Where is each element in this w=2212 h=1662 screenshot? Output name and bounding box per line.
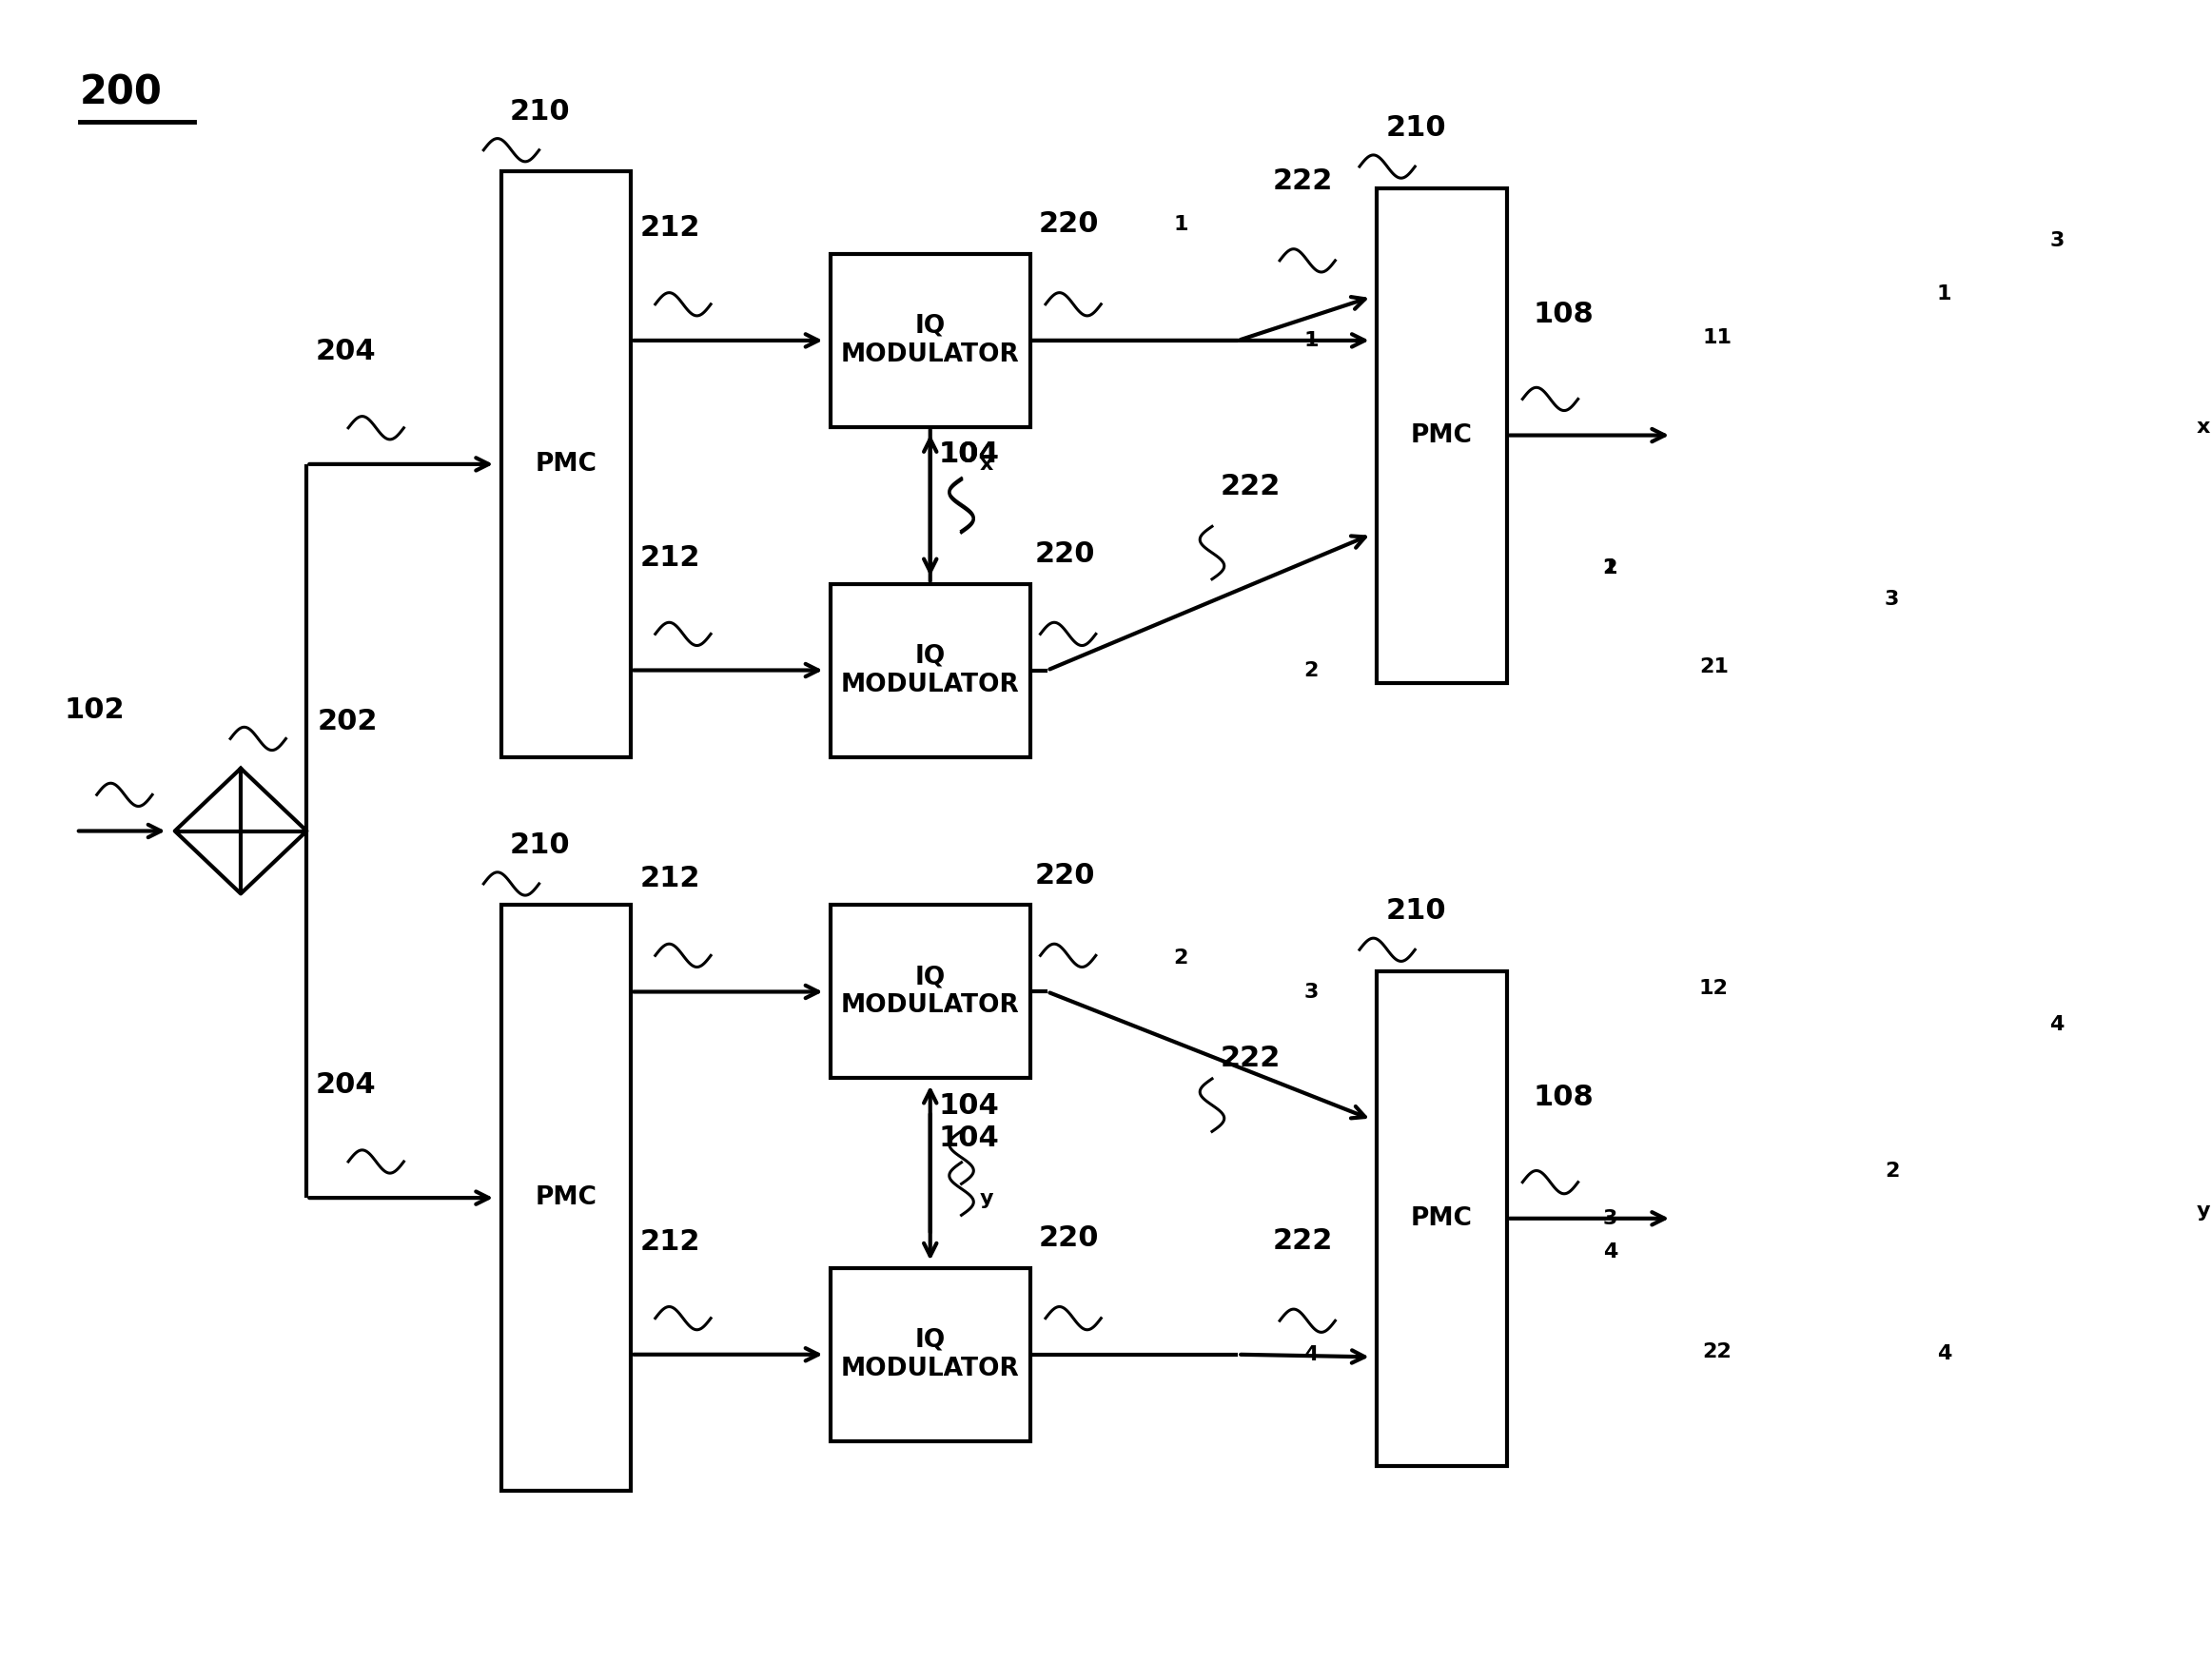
Text: IQ
MODULATOR: IQ MODULATOR [841, 966, 1020, 1019]
Text: 222: 222 [1221, 1044, 1281, 1072]
Text: 212: 212 [639, 543, 701, 572]
Text: y: y [2197, 1202, 2210, 1220]
Text: 222: 222 [1221, 472, 1281, 500]
Text: 210: 210 [1385, 897, 1447, 926]
Text: 104: 104 [938, 440, 1000, 469]
Text: 4: 4 [2051, 1015, 2064, 1034]
Text: 12: 12 [1699, 979, 1728, 999]
Text: x: x [2197, 417, 2210, 437]
Text: 3: 3 [1604, 1210, 1617, 1228]
Text: 1: 1 [1175, 214, 1188, 234]
Text: 2: 2 [1885, 1162, 1900, 1182]
Text: 22: 22 [1703, 1341, 1732, 1361]
Text: 21: 21 [1699, 658, 1728, 676]
Text: PMC: PMC [1411, 422, 1473, 447]
Text: 104: 104 [938, 1092, 1000, 1120]
Text: 3: 3 [2051, 231, 2064, 251]
Text: 220: 220 [1040, 1225, 1099, 1251]
Text: IQ
MODULATOR: IQ MODULATOR [841, 314, 1020, 367]
Bar [1376, 971, 1506, 1466]
Text: 11: 11 [1703, 327, 1732, 347]
Text: 4: 4 [1938, 1345, 1951, 1363]
Text: 4: 4 [1303, 1345, 1318, 1365]
Text: 102: 102 [64, 696, 124, 725]
Text: 222: 222 [1272, 166, 1334, 194]
Text: y: y [980, 1188, 993, 1208]
Text: 204: 204 [316, 337, 376, 366]
Text: 3: 3 [1885, 590, 1900, 608]
Text: 212: 212 [639, 1228, 701, 1255]
Text: 220: 220 [1040, 211, 1099, 238]
Text: 202: 202 [316, 708, 378, 735]
Text: 1: 1 [1938, 284, 1951, 304]
Text: 104: 104 [938, 440, 1000, 469]
Text: PMC: PMC [535, 452, 597, 477]
Text: PMC: PMC [1411, 1207, 1473, 1232]
Bar [830, 906, 1031, 1079]
Text: 200: 200 [80, 73, 161, 113]
Text: 4: 4 [1604, 1242, 1617, 1261]
Text: 210: 210 [509, 831, 571, 859]
Text: 3: 3 [1303, 982, 1318, 1002]
Text: 1: 1 [1604, 558, 1617, 577]
Text: PMC: PMC [535, 1185, 597, 1210]
Text: x: x [980, 455, 993, 474]
Text: 104: 104 [938, 1125, 1000, 1152]
Text: 1: 1 [1303, 331, 1318, 351]
Bar [1376, 188, 1506, 683]
Text: 212: 212 [639, 866, 701, 892]
Text: 210: 210 [1385, 115, 1447, 141]
Bar [830, 583, 1031, 756]
Text: 2: 2 [1303, 661, 1318, 680]
Text: 108: 108 [1533, 1084, 1593, 1112]
Bar [830, 254, 1031, 427]
Text: IQ
MODULATOR: IQ MODULATOR [841, 643, 1020, 696]
Text: 204: 204 [316, 1072, 376, 1099]
Text: 210: 210 [509, 98, 571, 125]
Text: 220: 220 [1035, 540, 1095, 568]
Text: 2: 2 [1175, 949, 1188, 967]
Bar [830, 1268, 1031, 1441]
Bar [500, 906, 630, 1491]
Text: 220: 220 [1035, 863, 1095, 889]
Text: 108: 108 [1533, 301, 1593, 327]
Text: 222: 222 [1272, 1227, 1334, 1255]
Text: 212: 212 [639, 214, 701, 241]
Bar [500, 171, 630, 756]
Text: 2: 2 [1604, 558, 1617, 577]
Text: IQ
MODULATOR: IQ MODULATOR [841, 1328, 1020, 1381]
